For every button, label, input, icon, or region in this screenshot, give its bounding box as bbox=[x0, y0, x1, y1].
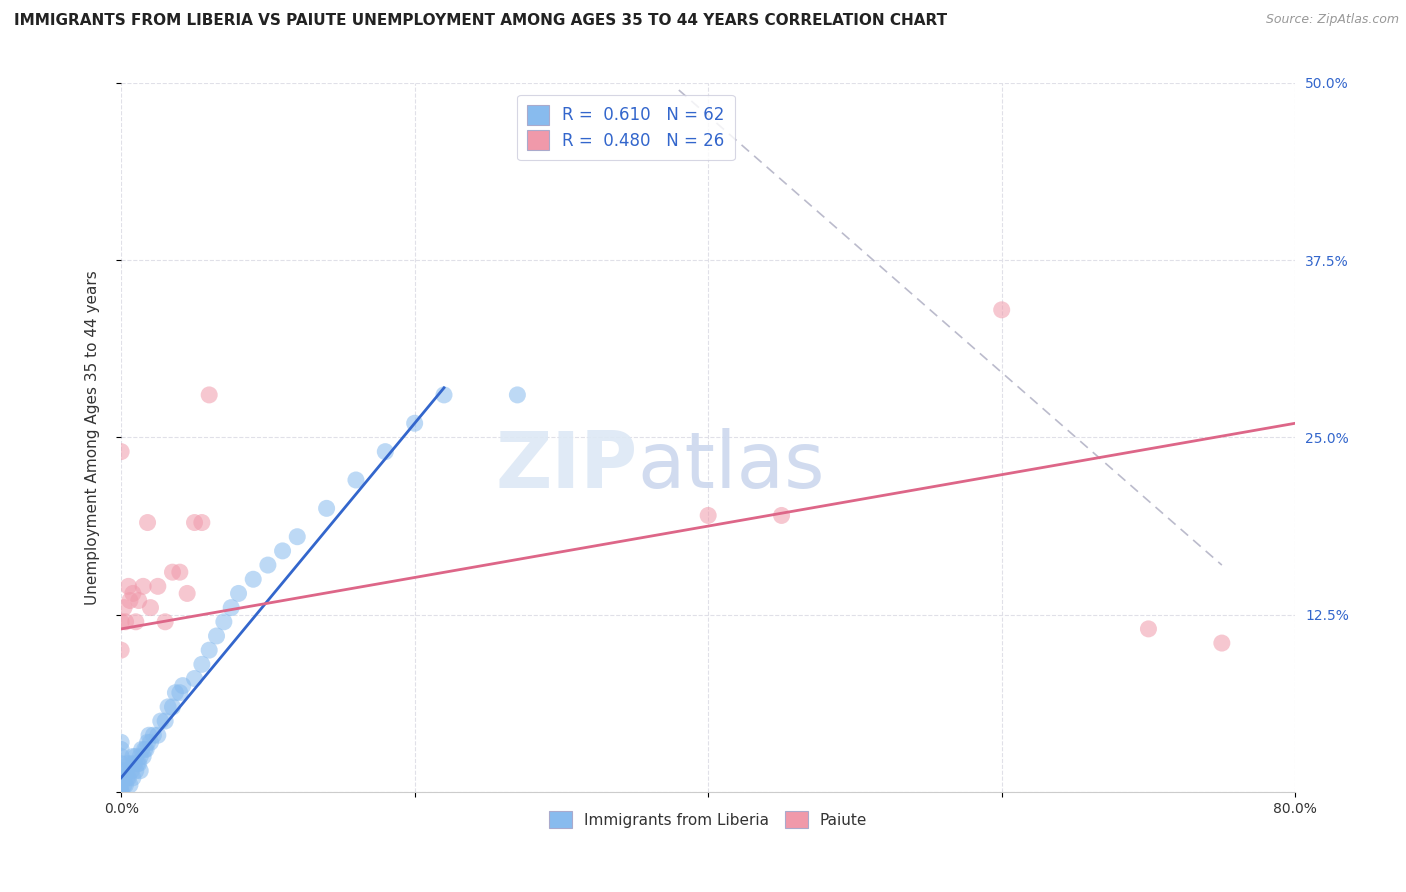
Point bbox=[242, 572, 264, 586]
Point bbox=[136, 516, 159, 530]
Point bbox=[118, 756, 141, 771]
Point bbox=[198, 388, 221, 402]
Point bbox=[183, 672, 205, 686]
Point bbox=[110, 785, 132, 799]
Point bbox=[128, 593, 150, 607]
Point bbox=[117, 579, 139, 593]
Point bbox=[117, 771, 139, 785]
Point bbox=[697, 508, 720, 523]
Point bbox=[110, 643, 132, 657]
Point bbox=[219, 600, 242, 615]
Point bbox=[110, 771, 132, 785]
Point bbox=[110, 749, 132, 764]
Point bbox=[139, 600, 162, 615]
Point bbox=[115, 771, 138, 785]
Point bbox=[136, 735, 159, 749]
Point bbox=[172, 679, 194, 693]
Point bbox=[1211, 636, 1233, 650]
Point bbox=[506, 388, 529, 402]
Point bbox=[770, 508, 793, 523]
Point bbox=[162, 699, 184, 714]
Point bbox=[125, 764, 148, 778]
Point bbox=[315, 501, 337, 516]
Text: atlas: atlas bbox=[638, 428, 825, 504]
Point bbox=[110, 785, 132, 799]
Point bbox=[169, 686, 191, 700]
Point bbox=[110, 615, 132, 629]
Point bbox=[374, 444, 396, 458]
Point bbox=[122, 771, 145, 785]
Point bbox=[146, 579, 169, 593]
Point bbox=[122, 749, 145, 764]
Point bbox=[118, 593, 141, 607]
Point bbox=[198, 643, 221, 657]
Text: Source: ZipAtlas.com: Source: ZipAtlas.com bbox=[1265, 13, 1399, 27]
Point bbox=[114, 764, 136, 778]
Point bbox=[127, 756, 149, 771]
Point bbox=[110, 742, 132, 756]
Point bbox=[157, 699, 180, 714]
Point bbox=[110, 778, 132, 792]
Point bbox=[153, 714, 176, 728]
Point bbox=[112, 771, 135, 785]
Point bbox=[183, 516, 205, 530]
Point bbox=[110, 773, 132, 788]
Point bbox=[139, 735, 162, 749]
Point bbox=[118, 778, 141, 792]
Point bbox=[176, 586, 198, 600]
Y-axis label: Unemployment Among Ages 35 to 44 years: Unemployment Among Ages 35 to 44 years bbox=[86, 270, 100, 605]
Text: ZIP: ZIP bbox=[495, 428, 638, 504]
Point bbox=[153, 615, 176, 629]
Point bbox=[138, 728, 160, 742]
Point bbox=[191, 516, 214, 530]
Point bbox=[134, 742, 156, 756]
Point bbox=[132, 579, 155, 593]
Point bbox=[110, 756, 132, 771]
Point bbox=[128, 756, 150, 771]
Point bbox=[149, 714, 172, 728]
Point bbox=[110, 444, 132, 458]
Point bbox=[124, 756, 146, 771]
Point bbox=[165, 686, 187, 700]
Point bbox=[110, 735, 132, 749]
Point bbox=[191, 657, 214, 672]
Point bbox=[125, 615, 148, 629]
Point bbox=[257, 558, 280, 572]
Point bbox=[146, 728, 169, 742]
Point bbox=[114, 615, 136, 629]
Point bbox=[129, 764, 152, 778]
Point bbox=[344, 473, 367, 487]
Point bbox=[110, 764, 132, 778]
Point bbox=[169, 565, 191, 579]
Point bbox=[433, 388, 456, 402]
Point bbox=[1137, 622, 1160, 636]
Point bbox=[132, 749, 155, 764]
Point bbox=[112, 778, 135, 792]
Point bbox=[271, 544, 294, 558]
Point bbox=[115, 756, 138, 771]
Point bbox=[114, 778, 136, 792]
Point bbox=[135, 742, 157, 756]
Point bbox=[142, 728, 165, 742]
Point bbox=[228, 586, 250, 600]
Point bbox=[120, 764, 142, 778]
Point bbox=[404, 417, 426, 431]
Text: IMMIGRANTS FROM LIBERIA VS PAIUTE UNEMPLOYMENT AMONG AGES 35 TO 44 YEARS CORRELA: IMMIGRANTS FROM LIBERIA VS PAIUTE UNEMPL… bbox=[14, 13, 948, 29]
Point bbox=[122, 586, 145, 600]
Point bbox=[112, 600, 135, 615]
Point bbox=[129, 749, 152, 764]
Point bbox=[212, 615, 235, 629]
Legend: Immigrants from Liberia, Paiute: Immigrants from Liberia, Paiute bbox=[543, 805, 873, 834]
Point bbox=[162, 565, 184, 579]
Point bbox=[285, 530, 308, 544]
Point bbox=[131, 742, 153, 756]
Point bbox=[125, 749, 148, 764]
Point bbox=[205, 629, 228, 643]
Point bbox=[990, 302, 1012, 317]
